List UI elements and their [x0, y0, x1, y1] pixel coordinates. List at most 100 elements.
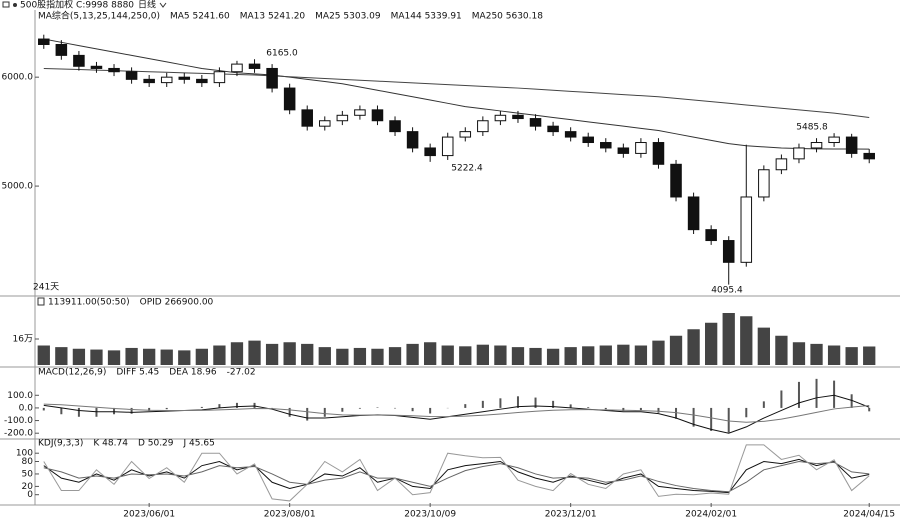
bar: [459, 346, 472, 365]
candle-body: [477, 120, 489, 133]
candle-body: [670, 163, 682, 198]
y-tick-label: 6000.0: [2, 73, 34, 83]
bar: [125, 347, 138, 365]
period[interactable]: 日线: [138, 0, 156, 11]
candle-body: [828, 136, 840, 144]
line: [43, 67, 870, 118]
bar: [195, 348, 208, 365]
line: [43, 460, 870, 493]
bar: [230, 342, 244, 365]
y-tick-label: 0.0: [19, 403, 34, 413]
line: [43, 38, 870, 150]
bar: [827, 345, 841, 365]
candle-body: [125, 71, 138, 80]
legend-text: -27.02: [227, 368, 256, 378]
bar: [283, 342, 296, 365]
candle-body: [143, 78, 155, 84]
candle-body: [617, 147, 630, 154]
candle-body: [178, 76, 191, 80]
candle-body: [863, 152, 875, 160]
legend-text: MA13 5241.20: [240, 12, 306, 22]
candle-body: [652, 142, 665, 165]
y-tick-label: 20: [22, 482, 34, 492]
annotation: 5222.4: [451, 164, 483, 174]
bar: [634, 345, 648, 365]
candle-body: [389, 120, 401, 133]
y-tick-label: 100: [16, 449, 33, 459]
line: [43, 403, 870, 423]
legend-text: KDJ(9,3,3): [38, 439, 83, 449]
candle-body: [248, 63, 261, 69]
legend-text: OPID 266900.00: [140, 298, 214, 308]
bar: [90, 349, 103, 365]
candle-body: [810, 142, 823, 149]
candle-body: [231, 63, 243, 73]
legend-text: MA144 5339.91: [391, 12, 462, 22]
candle-body: [722, 240, 735, 263]
candle-body: [564, 131, 577, 138]
legend-text: D 50.29: [138, 439, 174, 449]
bar: [72, 348, 86, 365]
candle-body: [213, 71, 226, 84]
bar: [775, 335, 788, 365]
bar: [476, 344, 489, 365]
candle-body: [459, 131, 472, 138]
bar: [143, 348, 156, 365]
y-tick-label: 80: [22, 457, 34, 467]
bar: [792, 342, 806, 365]
legend-text: J 45.65: [183, 439, 215, 449]
bar: [371, 348, 384, 365]
bar: [494, 345, 507, 365]
legend-text: 113911.00(50:50): [48, 298, 130, 308]
candle-body: [90, 65, 103, 69]
candle-body: [266, 67, 278, 89]
candle-body: [160, 76, 173, 84]
annotation: 5485.8: [796, 123, 828, 133]
candle-body: [793, 147, 805, 160]
candle-body: [73, 54, 85, 67]
candle-body: [371, 109, 384, 122]
legend-text: K 48.74: [93, 439, 128, 449]
x-tick-label: 2024/04/15: [843, 510, 895, 520]
candle-body: [494, 114, 507, 122]
candle-body: [705, 229, 717, 242]
chevron: [159, 2, 167, 8]
bar: [107, 350, 121, 365]
y-tick-label: 5000.0: [2, 182, 34, 192]
legend-text: MA25 5303.09: [315, 12, 381, 22]
candle-body: [196, 78, 208, 84]
annotation: 6165.0: [266, 49, 298, 59]
days-label: 241天: [33, 283, 59, 293]
legend-text: MACD(12,26,9): [38, 368, 106, 378]
candle-body: [38, 38, 50, 45]
bar: [564, 347, 577, 365]
annotation: 4095.4: [711, 286, 743, 296]
y-tick-label: -200.0: [4, 429, 33, 439]
candle-body: [740, 196, 753, 263]
bar: [424, 342, 437, 365]
bar: [441, 345, 454, 365]
bar: [55, 347, 68, 365]
candle-body: [283, 87, 296, 111]
y-tick-label: -100.0: [4, 416, 33, 426]
bar: [863, 346, 876, 365]
candle-body: [758, 169, 770, 198]
bar: [529, 347, 542, 365]
bar: [318, 347, 331, 365]
icon[interactable]: [2, 1, 10, 8]
candle-body: [635, 142, 647, 154]
candle-body: [301, 109, 313, 127]
candle-body: [424, 147, 436, 157]
legend-text: MA250 5630.18: [472, 12, 543, 22]
line: [43, 458, 870, 494]
bar: [740, 316, 753, 365]
x-tick-label: 2024/02/01: [685, 510, 737, 520]
candle-body: [441, 136, 454, 157]
x-tick-label: 2023/12/01: [545, 510, 597, 520]
bar: [669, 335, 683, 365]
candle-body: [354, 109, 366, 116]
bar: [406, 343, 419, 365]
icon: [13, 3, 17, 7]
bar: [722, 313, 735, 365]
